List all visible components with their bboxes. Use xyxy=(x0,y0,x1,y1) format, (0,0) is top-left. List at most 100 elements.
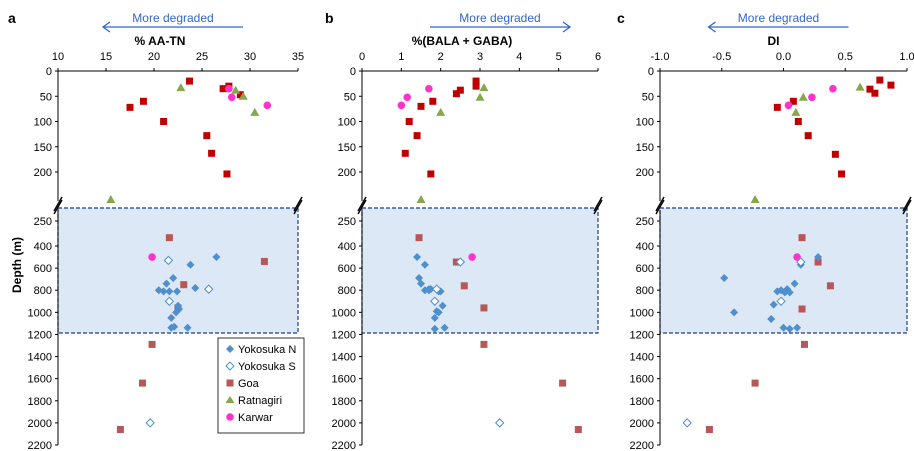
point-goa xyxy=(208,149,216,157)
point-yokosuka-s xyxy=(145,418,155,428)
point-goa xyxy=(219,85,227,93)
point-yokosuka-n xyxy=(165,287,174,296)
point-yokosuka-n xyxy=(159,287,168,296)
point-yokosuka-n xyxy=(720,274,729,283)
point-yokosuka-n xyxy=(440,323,449,332)
degradation-arrow-head xyxy=(101,21,111,33)
point-yokosuka-n xyxy=(212,253,221,262)
point-goa xyxy=(814,258,822,266)
legend-marker-goa xyxy=(226,379,234,387)
axis-break-left xyxy=(53,199,63,215)
y-tick-label: 400 xyxy=(338,241,356,253)
point-yokosuka-n xyxy=(779,323,788,332)
point-karwar xyxy=(425,84,433,93)
point-goa xyxy=(417,102,425,110)
point-goa xyxy=(876,76,884,84)
axis-break-right xyxy=(902,199,912,215)
point-ratnagiri xyxy=(475,92,485,101)
x-tick-label: 1 xyxy=(398,51,404,63)
legend-marker-ratnagiri xyxy=(225,396,235,403)
axis-break-right xyxy=(293,196,303,212)
legend-label-yokosuka-s: Yokosuka S xyxy=(238,361,296,373)
degradation-arrow-label: More degraded xyxy=(132,11,213,25)
axis-break-left xyxy=(655,196,665,212)
y-tick-label: 50 xyxy=(344,91,356,103)
legend-item-karwar: Karwar xyxy=(226,412,273,424)
legend-item-goa: Goa xyxy=(226,378,260,390)
y-tick-label: 250 xyxy=(636,216,654,228)
legend-item-yokosuka-n: Yokosuka N xyxy=(226,344,296,356)
point-yokosuka-s xyxy=(432,284,442,294)
point-karwar xyxy=(784,101,793,110)
point-goa xyxy=(160,118,168,125)
degradation-arrow-head xyxy=(707,21,716,33)
y-tick-label: 1600 xyxy=(28,374,52,386)
panel-letter-c: c xyxy=(617,10,625,26)
point-goa xyxy=(804,132,812,140)
y-tick-label: 2000 xyxy=(332,418,356,430)
point-ratnagiri xyxy=(798,92,808,101)
point-yokosuka-n xyxy=(162,279,171,288)
y-tick-label: 600 xyxy=(636,263,654,275)
point-yokosuka-s xyxy=(776,296,786,306)
point-yokosuka-n xyxy=(167,323,176,332)
axis-title: DI xyxy=(768,34,780,48)
point-goa xyxy=(798,234,806,242)
point-yokosuka-n xyxy=(167,313,176,322)
y-tick-label: 1000 xyxy=(28,307,52,319)
y-tick-label: 200 xyxy=(636,167,654,179)
point-yokosuka-s xyxy=(682,418,692,428)
point-goa xyxy=(401,149,409,157)
x-tick-label: 0.0 xyxy=(776,51,791,63)
x-tick-label: 4 xyxy=(516,51,522,63)
x-tick-label: 30 xyxy=(244,51,256,63)
x-tick-label: 0 xyxy=(359,51,365,63)
y-tick-label: 1800 xyxy=(630,396,654,408)
point-yokosuka-n xyxy=(424,286,433,295)
point-yokosuka-s xyxy=(163,255,174,266)
point-yokosuka-s xyxy=(494,418,505,428)
y-tick-label: 100 xyxy=(338,117,356,129)
point-goa xyxy=(831,150,839,158)
y-tick-label: 100 xyxy=(636,117,654,129)
y-tick-label: 1200 xyxy=(630,329,654,341)
x-tick-label: 15 xyxy=(100,51,112,63)
point-goa xyxy=(794,118,802,125)
degradation-arrow-label: More degraded xyxy=(459,11,540,25)
axis-title: % AA-TN xyxy=(135,34,186,48)
legend-item-yokosuka-s: Yokosuka S xyxy=(225,361,296,373)
y-tick-label: 2000 xyxy=(630,418,654,430)
point-karwar xyxy=(225,84,233,93)
point-karwar xyxy=(227,93,236,102)
y-tick-label: 800 xyxy=(34,285,52,297)
point-goa xyxy=(871,89,879,97)
axis-title: %(BALA + GABA) xyxy=(412,34,513,48)
legend-label-ratnagiri: Ratnagiri xyxy=(238,395,282,407)
y-tick-label: 1800 xyxy=(332,396,356,408)
y-tick-label: 600 xyxy=(338,263,356,275)
degradation-arrow-head xyxy=(562,21,572,33)
point-goa xyxy=(574,426,582,434)
panel-b: 0 1 2 3 4 5 6 0 50 100 150 200 250 400 600 800 1000 1200 1… xyxy=(332,11,603,451)
axis-break-right xyxy=(593,199,603,215)
point-goa xyxy=(472,82,480,90)
point-goa xyxy=(456,86,464,94)
y-tick-label: 50 xyxy=(642,91,654,103)
point-ratnagiri xyxy=(238,91,248,100)
y-tick-label: 600 xyxy=(34,263,52,275)
x-tick-label: 25 xyxy=(196,51,208,63)
axis-break-left xyxy=(357,199,367,215)
point-ratnagiri xyxy=(479,83,489,92)
point-goa xyxy=(165,234,173,242)
point-yokosuka-s xyxy=(430,296,440,306)
point-goa xyxy=(480,340,488,348)
point-ratnagiri xyxy=(436,107,446,116)
y-tick-label: 400 xyxy=(34,241,52,253)
point-goa xyxy=(139,97,147,105)
y-tick-label: 1400 xyxy=(630,352,654,364)
point-goa xyxy=(559,379,567,387)
degradation-arrow-label: More degraded xyxy=(738,11,819,25)
point-yokosuka-s xyxy=(204,284,214,294)
point-ratnagiri xyxy=(416,194,426,203)
y-tick-label: 2200 xyxy=(28,440,52,451)
